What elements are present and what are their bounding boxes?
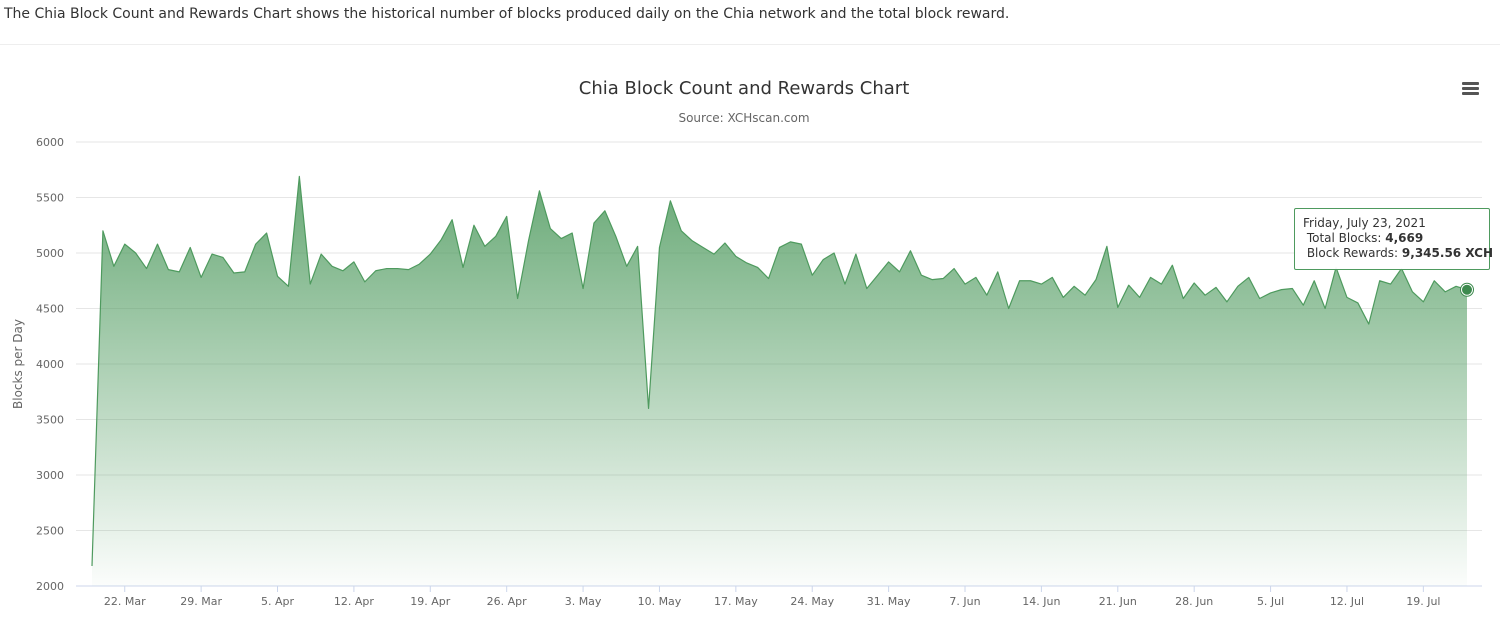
x-axis-ticks: 22. Mar 29. Mar 5. Apr 12. Apr 19. Apr 26. Ap…	[76, 586, 1482, 608]
x-tick-label: 22. Mar	[104, 595, 146, 608]
x-tick-label: 29. Mar	[180, 595, 222, 608]
tooltip-date: Friday, July 23, 2021	[1303, 216, 1481, 231]
tooltip-blocks-label: Total Blocks:	[1307, 231, 1382, 245]
y-tick-label: 2000	[36, 580, 64, 593]
x-tick-label: 10. May	[638, 595, 682, 608]
tooltip-blocks-value: 4,669	[1385, 231, 1423, 245]
y-tick-label: 3500	[36, 414, 64, 427]
tooltip-rewards-value: 9,345.56 XCH	[1402, 246, 1493, 260]
tooltip-rewards-label: Block Rewards:	[1307, 246, 1398, 260]
x-tick-label: 5. Apr	[261, 595, 294, 608]
x-tick-label: 21. Jun	[1099, 595, 1137, 608]
tooltip-rewards: Block Rewards: 9,345.56 XCH	[1303, 246, 1481, 261]
x-tick-label: 24. May	[790, 595, 834, 608]
y-axis-ticks: 2000 2500 3000 3500 4000 4500 5000 5500 6000	[36, 136, 64, 593]
y-tick-label: 5000	[36, 247, 64, 260]
marker-dot	[1462, 285, 1472, 295]
y-axis-label: Blocks per Day	[11, 319, 25, 409]
x-tick-label: 7. Jun	[949, 595, 980, 608]
x-tick-label: 5. Jul	[1257, 595, 1284, 608]
y-tick-label: 5500	[36, 192, 64, 205]
y-tick-label: 3000	[36, 469, 64, 482]
x-tick-label: 14. Jun	[1022, 595, 1060, 608]
tooltip-blocks: Total Blocks: 4,669	[1303, 231, 1481, 246]
x-tick-label: 17. May	[714, 595, 758, 608]
y-tick-label: 2500	[36, 525, 64, 538]
x-tick-label: 31. May	[867, 595, 911, 608]
x-tick-label: 19. Apr	[410, 595, 450, 608]
y-tick-label: 4000	[36, 358, 64, 371]
chart-title: Chia Block Count and Rewards Chart	[579, 78, 910, 99]
x-tick-label: 19. Jul	[1406, 595, 1440, 608]
x-tick-label: 28. Jun	[1175, 595, 1213, 608]
x-tick-label: 12. Jul	[1330, 595, 1364, 608]
chart-menu-icon[interactable]	[1458, 80, 1482, 102]
chart-subtitle: Source: XCHscan.com	[678, 111, 809, 125]
hover-marker	[1461, 283, 1474, 296]
x-tick-label: 26. Apr	[487, 595, 527, 608]
y-tick-label: 4500	[36, 303, 64, 316]
area-fill	[92, 176, 1467, 586]
x-tick-label: 3. May	[565, 595, 602, 608]
tooltip: Friday, July 23, 2021 Total Blocks: 4,66…	[1294, 208, 1490, 270]
series-total-blocks	[92, 176, 1467, 586]
y-tick-label: 6000	[36, 136, 64, 149]
x-tick-label: 12. Apr	[334, 595, 374, 608]
